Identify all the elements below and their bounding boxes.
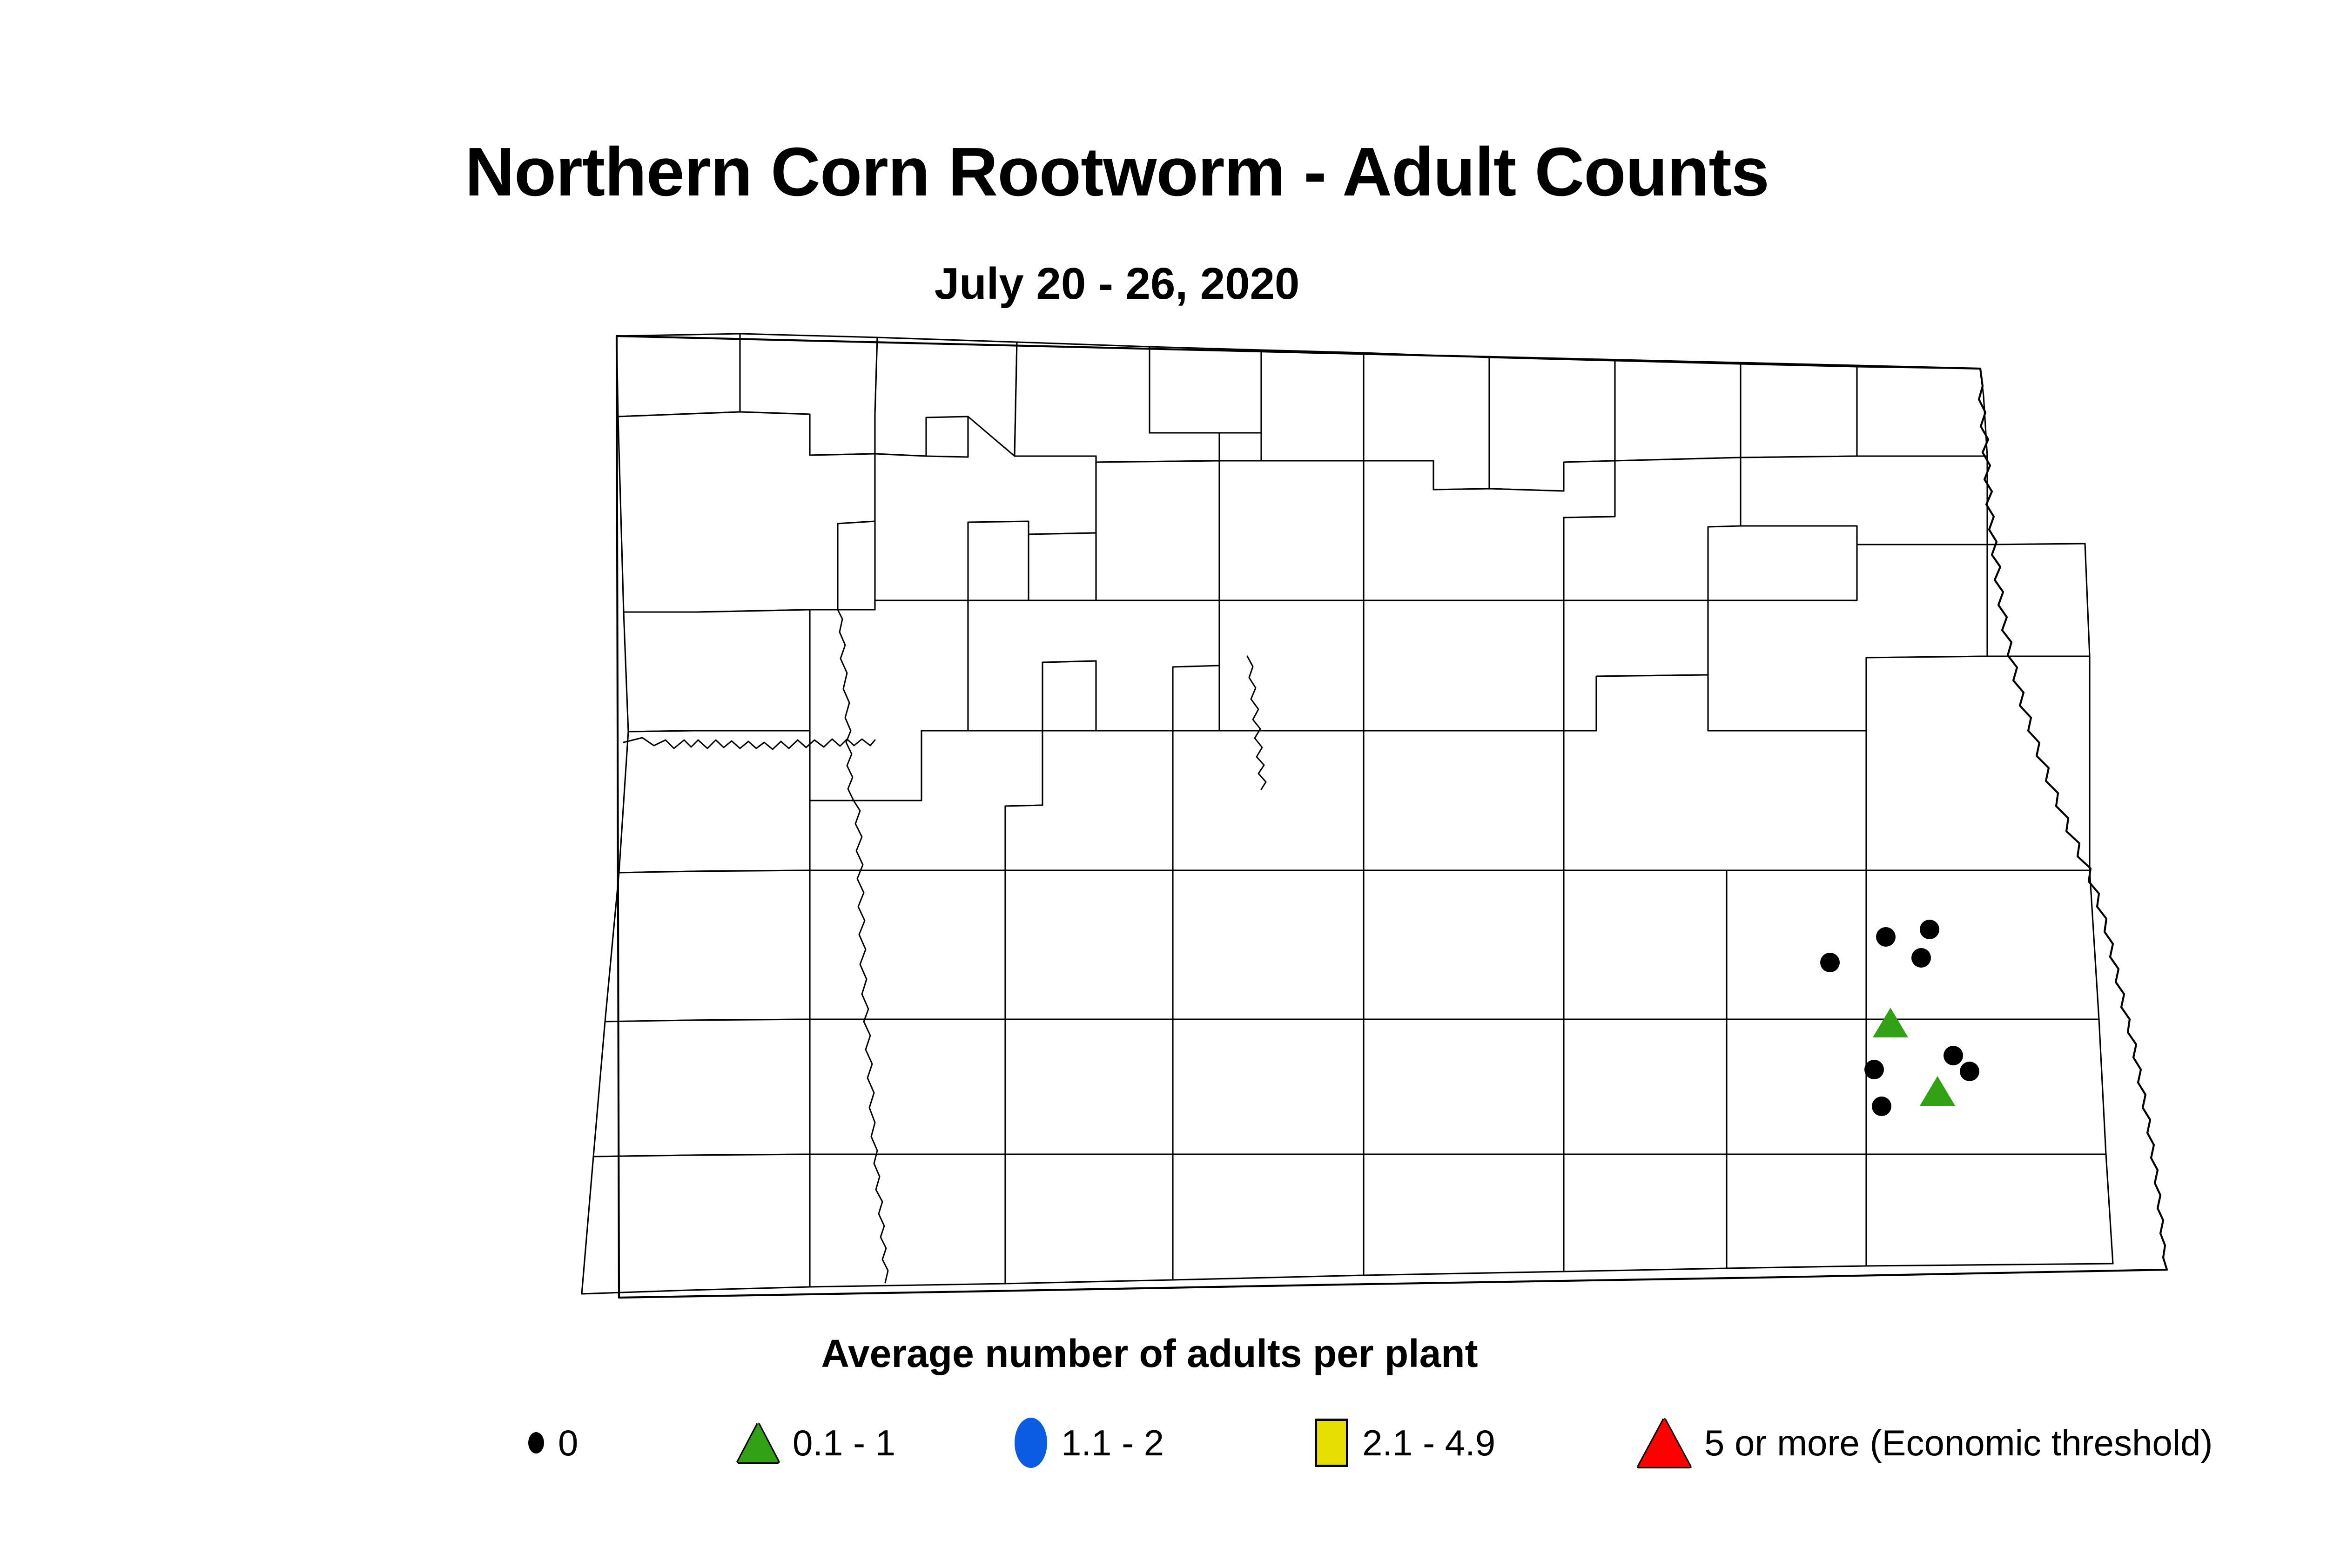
legend-item-1[interactable]: 0.1 - 1 bbox=[738, 1415, 895, 1471]
legend-item-2[interactable]: 1.1 - 2 bbox=[1015, 1415, 1164, 1471]
map-point-dot[interactable] bbox=[1876, 927, 1896, 947]
legend-item-3[interactable]: 2.1 - 4.9 bbox=[1315, 1415, 1495, 1471]
map-point-dot[interactable] bbox=[1960, 1062, 1979, 1081]
legend-circle-icon bbox=[1015, 1418, 1047, 1468]
legend-title: Average number of adults per plant bbox=[821, 1332, 1478, 1375]
state-outline bbox=[615, 335, 2168, 1299]
legend-item-label: 5 or more (Economic threshold) bbox=[1704, 1422, 2213, 1463]
map-point-dot[interactable] bbox=[1944, 1046, 1963, 1065]
county-boundaries bbox=[582, 334, 2113, 1294]
legend-item-0[interactable]: 0 bbox=[528, 1415, 578, 1471]
map-point-triangle[interactable] bbox=[1920, 1076, 1955, 1106]
legend-triangle-icon bbox=[1638, 1419, 1690, 1467]
map-point-dot[interactable] bbox=[1864, 1060, 1884, 1079]
north-dakota-county-map[interactable] bbox=[549, 321, 2187, 1317]
legend-item-label: 2.1 - 4.9 bbox=[1362, 1422, 1496, 1463]
map-point-dot[interactable] bbox=[1872, 1097, 1891, 1116]
legend-item-label: 0 bbox=[558, 1422, 578, 1463]
map-svg bbox=[549, 321, 2168, 1299]
river-features bbox=[623, 609, 1267, 1284]
legend-triangle-icon bbox=[738, 1423, 779, 1462]
map-point-dot[interactable] bbox=[1920, 920, 1939, 939]
map-point-dot[interactable] bbox=[1820, 953, 1840, 972]
legend-item-4[interactable]: 5 or more (Economic threshold) bbox=[1638, 1415, 2213, 1471]
legend: 0 0.1 - 1 1.1 - 2 2.1 - 4.9 5 or more (Econo… bbox=[528, 1415, 2327, 1471]
legend-item-label: 0.1 - 1 bbox=[793, 1422, 896, 1463]
page-subtitle: July 20 - 26, 2020 bbox=[934, 259, 1300, 309]
page-title: Northern Corn Rootworm - Adult Counts bbox=[464, 134, 1769, 210]
legend-item-label: 1.1 - 2 bbox=[1061, 1422, 1164, 1463]
legend-square-icon bbox=[1315, 1419, 1348, 1467]
map-point-triangle[interactable] bbox=[1873, 1008, 1908, 1037]
legend-dot-icon bbox=[528, 1432, 544, 1454]
map-point-dot[interactable] bbox=[1911, 948, 1931, 968]
